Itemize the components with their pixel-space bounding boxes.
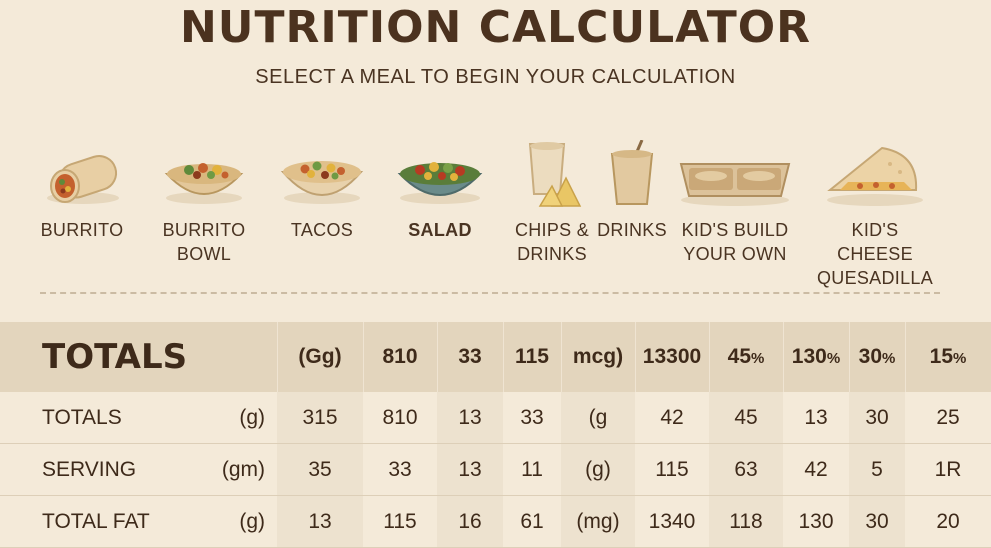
table-cell: 810 (363, 322, 437, 392)
table-cell: 130 (783, 496, 849, 548)
table-cell: 810 (363, 392, 437, 444)
page-subtitle: SELECT A MEAL TO BEGIN YOUR CALCULATION (0, 66, 991, 89)
row-label: TOTAL FAT (0, 496, 205, 548)
table-header-row: TOTALS (Gg) 810 33 115 mcg) 13300 45% 13… (0, 322, 991, 392)
table-cell: 1R (905, 444, 991, 496)
drink-icon (602, 140, 662, 212)
table-cell: 33 (363, 444, 437, 496)
table-cell: (mg) (561, 496, 635, 548)
table-row: SERVING (gm) 35 33 13 11 (g) 115 63 42 5… (0, 444, 991, 496)
table-cell: (g (561, 392, 635, 444)
tacos-icon (277, 140, 367, 210)
table-cell: 33 (503, 392, 561, 444)
table-cell: 42 (635, 392, 709, 444)
table-cell: 115 (635, 444, 709, 496)
table-cell: 13 (437, 444, 503, 496)
table-cell: 118 (709, 496, 783, 548)
page-title: NUTRITION CALCULATOR (0, 2, 991, 53)
table-cell: 1340 (635, 496, 709, 548)
table-row: TOTAL FAT (g) 13 115 16 61 (mg) 1340 118… (0, 496, 991, 548)
totals-heading: TOTALS (0, 322, 277, 392)
table-cell: 11 (503, 444, 561, 496)
table-cell: 45% (709, 322, 783, 392)
meal-selector: BURRITO BURRITO BOWL TACOS (0, 120, 991, 280)
table-cell: 315 (277, 392, 363, 444)
meal-option-burrito[interactable]: BURRITO (22, 120, 142, 280)
table-cell: 20 (905, 496, 991, 548)
table-cell: (g) (561, 444, 635, 496)
meal-label: KID'S CHEESE QUESADILLA (815, 218, 935, 290)
row-unit: (gm) (205, 444, 277, 496)
meal-option-salad[interactable]: SALAD (380, 120, 500, 280)
table-cell: mcg) (561, 322, 635, 392)
row-unit: (g) (205, 392, 277, 444)
nutrition-table: TOTALS (Gg) 810 33 115 mcg) 13300 45% 13… (0, 322, 991, 532)
table-cell: 30 (849, 392, 905, 444)
table-cell: 5 (849, 444, 905, 496)
meal-option-tacos[interactable]: TACOS (262, 120, 382, 280)
table-row: TOTALS (g) 315 810 13 33 (g 42 45 13 30 … (0, 392, 991, 444)
row-unit: (g) (205, 496, 277, 548)
salad-icon (392, 140, 488, 210)
table-cell: 63 (709, 444, 783, 496)
table-cell: 13 (783, 392, 849, 444)
table-cell: 30 (849, 496, 905, 548)
meal-label: TACOS (262, 218, 382, 242)
table-cell: 33 (437, 322, 503, 392)
table-cell: 16 (437, 496, 503, 548)
meal-label: BURRITO BOWL (144, 218, 264, 266)
table-cell: 30% (849, 322, 905, 392)
meal-option-kids-cheese-quesadilla[interactable]: KID'S CHEESE QUESADILLA (815, 120, 935, 280)
table-cell: 61 (503, 496, 561, 548)
burrito-bowl-icon (159, 140, 249, 210)
meal-label: DRINKS (572, 218, 692, 242)
table-cell: 42 (783, 444, 849, 496)
table-cell: 45 (709, 392, 783, 444)
row-label: SERVING (0, 444, 205, 496)
meal-option-drinks[interactable]: DRINKS (572, 120, 692, 280)
table-cell: 13 (277, 496, 363, 548)
table-cell: 115 (503, 322, 561, 392)
meal-label: BURRITO (22, 218, 142, 242)
table-cell: 130% (783, 322, 849, 392)
meal-option-kids-build-your-own[interactable]: KID'S BUILD YOUR OWN (675, 120, 795, 280)
kids-tray-icon (675, 140, 795, 210)
meal-option-burrito-bowl[interactable]: BURRITO BOWL (144, 120, 264, 280)
divider (40, 292, 940, 294)
table-cell: 13 (437, 392, 503, 444)
table-cell: 13300 (635, 322, 709, 392)
quesadilla-icon (820, 140, 930, 210)
table-cell: (Gg) (277, 322, 363, 392)
table-cell: 15% (905, 322, 991, 392)
burrito-icon (37, 140, 127, 210)
table-cell: 35 (277, 444, 363, 496)
table-cell: 25 (905, 392, 991, 444)
row-label: TOTALS (0, 392, 205, 444)
meal-label: KID'S BUILD YOUR OWN (675, 218, 795, 266)
meal-label: SALAD (380, 218, 500, 242)
table-cell: 115 (363, 496, 437, 548)
